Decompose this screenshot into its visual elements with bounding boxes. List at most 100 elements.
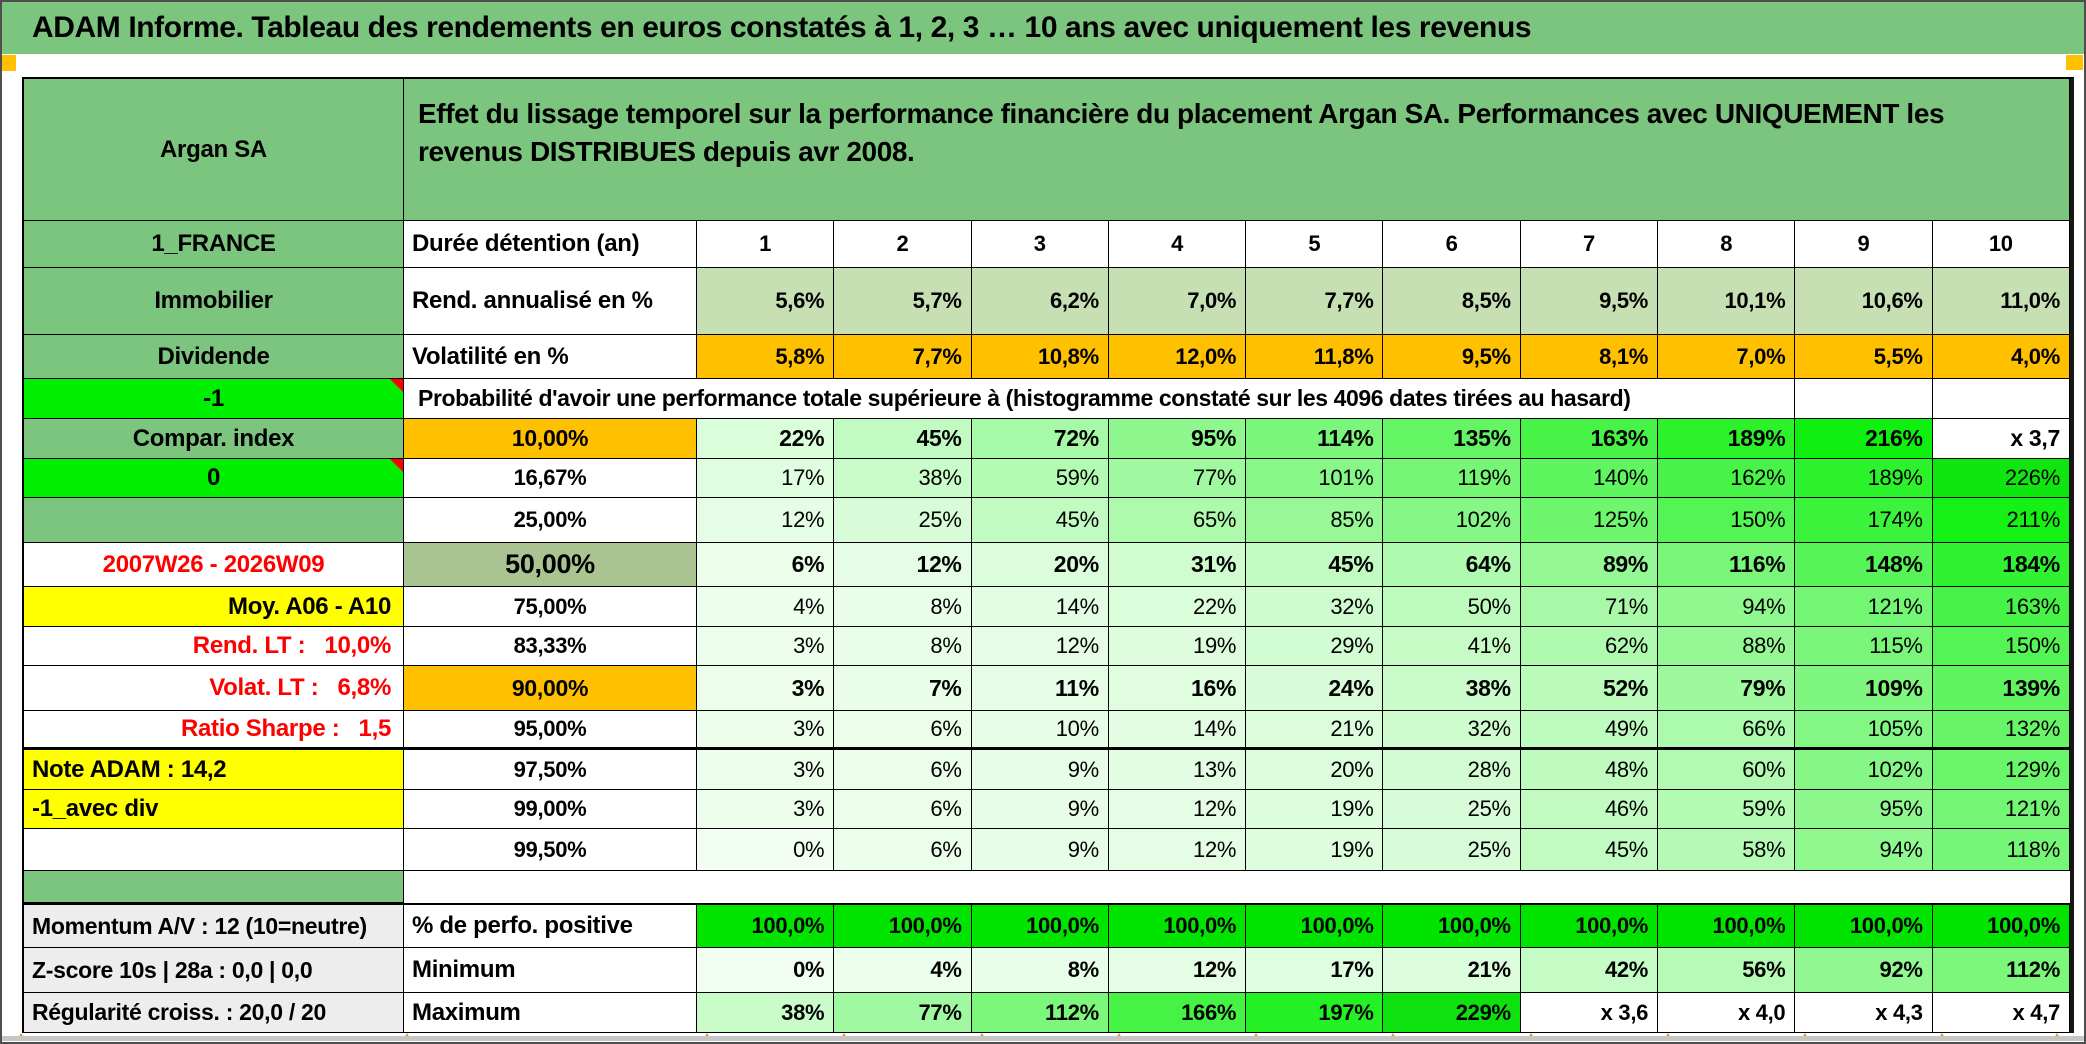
- row-label-cell[interactable]: [24, 498, 404, 542]
- data-cell[interactable]: 102%: [1795, 750, 1933, 789]
- percentile-label-cell[interactable]: 99,00%: [404, 790, 697, 828]
- stat-label-cell[interactable]: Z-score 10s | 28a : 0,0 | 0,0: [24, 948, 404, 992]
- data-cell[interactable]: 3%: [697, 711, 835, 747]
- data-cell[interactable]: 14%: [971, 587, 1109, 626]
- row-label-cell[interactable]: Moy. A06 - A10: [24, 587, 404, 626]
- data-cell[interactable]: 9,5%: [1383, 335, 1521, 378]
- data-cell[interactable]: 125%: [1520, 498, 1659, 542]
- data-cell[interactable]: 9,5%: [1520, 268, 1659, 334]
- data-cell[interactable]: 8%: [834, 627, 972, 665]
- data-cell[interactable]: 150%: [1932, 627, 2070, 665]
- data-cell[interactable]: 45%: [1520, 829, 1659, 870]
- data-cell[interactable]: 6%: [834, 711, 972, 747]
- row-label-cell[interactable]: Compar. index: [24, 419, 404, 458]
- data-cell[interactable]: 72%: [971, 419, 1109, 458]
- data-cell[interactable]: 32%: [1383, 711, 1521, 747]
- data-cell[interactable]: 16%: [1108, 666, 1247, 710]
- data-cell[interactable]: x 4,7: [1932, 993, 2070, 1032]
- data-cell[interactable]: 22%: [1108, 587, 1247, 626]
- data-cell[interactable]: 100,0%: [971, 905, 1109, 947]
- data-cell[interactable]: 100,0%: [1658, 905, 1796, 947]
- stat-label-cell[interactable]: Régularité croiss. : 20,0 / 20: [24, 993, 404, 1032]
- data-cell[interactable]: 8: [1658, 221, 1796, 267]
- data-cell[interactable]: 129%: [1932, 750, 2070, 789]
- data-cell[interactable]: 11%: [971, 666, 1109, 710]
- row-label-cell[interactable]: -1_avec div: [24, 790, 404, 828]
- data-cell[interactable]: 10,8%: [971, 335, 1109, 378]
- data-cell[interactable]: 59%: [1658, 790, 1796, 828]
- row-label-cell[interactable]: Dividende: [24, 335, 404, 378]
- row-label-cell[interactable]: Rend. LT : 10,0%: [24, 627, 404, 665]
- metric-label-cell[interactable]: % de perfo. positive: [404, 905, 697, 947]
- data-cell[interactable]: 10%: [971, 711, 1109, 747]
- data-cell[interactable]: 38%: [834, 459, 972, 497]
- data-cell[interactable]: 7%: [834, 666, 972, 710]
- data-cell[interactable]: 45%: [834, 419, 972, 458]
- data-cell[interactable]: 56%: [1658, 948, 1796, 992]
- data-cell[interactable]: x 3,6: [1520, 993, 1659, 1032]
- percentile-label-cell[interactable]: 95,00%: [404, 711, 697, 747]
- data-cell[interactable]: 162%: [1658, 459, 1796, 497]
- data-cell[interactable]: 4,0%: [1932, 335, 2070, 378]
- data-cell[interactable]: 10,1%: [1658, 268, 1796, 334]
- data-cell[interactable]: 12%: [697, 498, 835, 542]
- data-cell[interactable]: 52%: [1520, 666, 1659, 710]
- data-cell[interactable]: 7,7%: [834, 335, 972, 378]
- data-cell[interactable]: 6: [1383, 221, 1521, 267]
- data-cell[interactable]: 22%: [697, 419, 835, 458]
- data-cell[interactable]: 100,0%: [1932, 905, 2070, 947]
- data-cell[interactable]: 17%: [697, 459, 835, 497]
- data-cell[interactable]: 79%: [1658, 666, 1796, 710]
- data-cell[interactable]: 109%: [1795, 666, 1933, 710]
- data-cell[interactable]: 150%: [1658, 498, 1796, 542]
- data-cell[interactable]: 21%: [1246, 711, 1384, 747]
- data-cell[interactable]: 5,7%: [834, 268, 972, 334]
- data-cell[interactable]: 189%: [1795, 459, 1933, 497]
- data-cell[interactable]: 5,8%: [697, 335, 835, 378]
- data-cell[interactable]: 10: [1932, 221, 2070, 267]
- data-cell[interactable]: 62%: [1520, 627, 1659, 665]
- data-cell[interactable]: 8,1%: [1520, 335, 1659, 378]
- data-cell[interactable]: 19%: [1246, 790, 1384, 828]
- data-cell[interactable]: 2: [834, 221, 972, 267]
- data-cell[interactable]: 25%: [1383, 829, 1521, 870]
- data-cell[interactable]: 100,0%: [1246, 905, 1384, 947]
- data-cell[interactable]: 12%: [1108, 790, 1247, 828]
- percentile-label-cell[interactable]: 16,67%: [404, 459, 697, 497]
- data-cell[interactable]: 3%: [697, 666, 835, 710]
- metric-label-cell[interactable]: Maximum: [404, 993, 697, 1032]
- data-cell[interactable]: 48%: [1520, 750, 1659, 789]
- data-cell[interactable]: 132%: [1932, 711, 2070, 747]
- data-cell[interactable]: 121%: [1795, 587, 1933, 626]
- data-cell[interactable]: 9%: [971, 829, 1109, 870]
- data-cell[interactable]: 100,0%: [1520, 905, 1659, 947]
- data-cell[interactable]: 100,0%: [1795, 905, 1933, 947]
- data-cell[interactable]: 0%: [697, 829, 835, 870]
- data-cell[interactable]: 13%: [1108, 750, 1247, 789]
- data-cell[interactable]: 8,5%: [1383, 268, 1521, 334]
- percentile-label-cell[interactable]: 97,50%: [404, 750, 697, 789]
- data-cell[interactable]: 139%: [1932, 666, 2070, 710]
- data-cell[interactable]: 12,0%: [1108, 335, 1247, 378]
- data-cell[interactable]: 42%: [1520, 948, 1659, 992]
- data-cell[interactable]: 7,0%: [1658, 335, 1796, 378]
- data-cell[interactable]: 95%: [1108, 419, 1247, 458]
- data-cell[interactable]: 24%: [1246, 666, 1384, 710]
- data-cell[interactable]: 6%: [697, 543, 835, 586]
- data-cell[interactable]: 6,2%: [971, 268, 1109, 334]
- data-cell[interactable]: 105%: [1795, 711, 1933, 747]
- data-cell[interactable]: 6%: [834, 750, 972, 789]
- data-cell[interactable]: 100,0%: [834, 905, 972, 947]
- data-cell[interactable]: 6%: [834, 790, 972, 828]
- data-cell[interactable]: 216%: [1795, 419, 1933, 458]
- data-cell[interactable]: 95%: [1795, 790, 1933, 828]
- data-cell[interactable]: 135%: [1383, 419, 1521, 458]
- data-cell[interactable]: 4%: [697, 587, 835, 626]
- data-cell[interactable]: 17%: [1246, 948, 1384, 992]
- row-label-cell[interactable]: Note ADAM : 14,2: [24, 750, 404, 789]
- data-cell[interactable]: 88%: [1658, 627, 1796, 665]
- data-cell[interactable]: 65%: [1108, 498, 1247, 542]
- data-cell[interactable]: 66%: [1658, 711, 1796, 747]
- data-cell[interactable]: 3%: [697, 790, 835, 828]
- data-cell[interactable]: 94%: [1795, 829, 1933, 870]
